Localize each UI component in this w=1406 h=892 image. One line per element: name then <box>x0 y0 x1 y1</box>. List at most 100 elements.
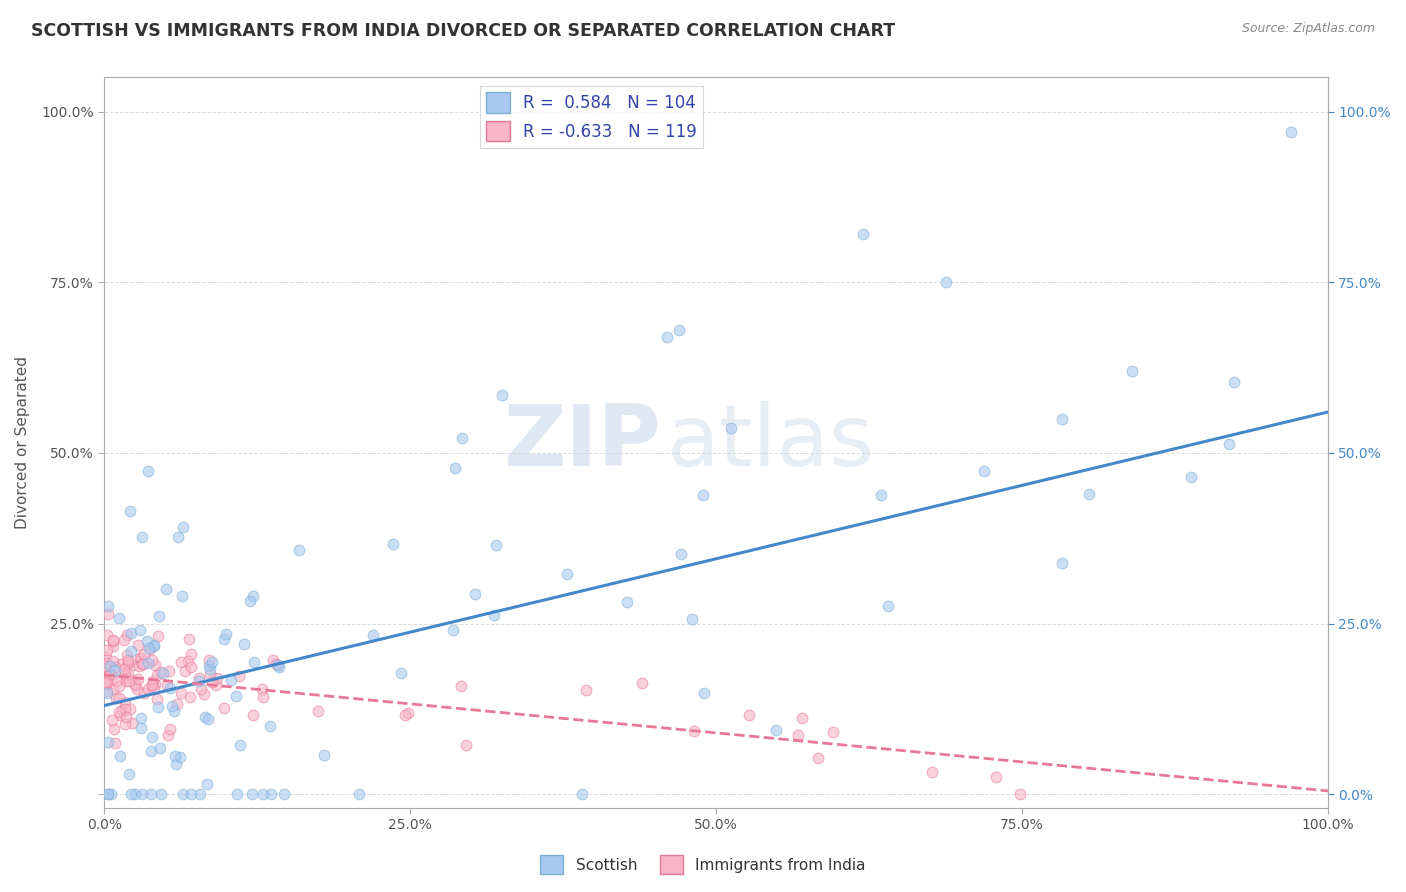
Point <box>131 657 153 671</box>
Point <box>394 707 416 722</box>
Point <box>118 674 141 689</box>
Point <box>94 677 117 691</box>
Point <box>1050 412 1073 426</box>
Point <box>96 656 118 670</box>
Point <box>157 664 180 678</box>
Point <box>575 683 598 698</box>
Point <box>129 651 152 665</box>
Point <box>120 626 142 640</box>
Point <box>571 788 593 802</box>
Text: ZIP: ZIP <box>503 401 661 484</box>
Point <box>150 788 173 802</box>
Point <box>692 488 714 502</box>
Point <box>669 547 692 561</box>
Point <box>441 623 464 637</box>
Point <box>252 788 274 802</box>
Point <box>179 690 201 705</box>
Point <box>190 681 212 696</box>
Point <box>115 670 138 684</box>
Point <box>111 703 134 717</box>
Point <box>127 681 149 696</box>
Point <box>260 788 283 802</box>
Point <box>97 599 120 613</box>
Point <box>141 678 163 692</box>
Point <box>129 651 152 665</box>
Point <box>229 738 252 752</box>
Point <box>141 730 163 744</box>
Point <box>219 673 242 688</box>
Point <box>200 655 222 669</box>
Point <box>96 684 118 698</box>
Point <box>112 632 135 647</box>
Point <box>145 692 167 706</box>
Point <box>110 657 132 672</box>
Point <box>101 655 124 669</box>
Point <box>129 711 152 725</box>
Point <box>98 667 121 681</box>
Point <box>108 749 131 764</box>
Point <box>117 653 139 667</box>
Point <box>148 609 170 624</box>
Point <box>96 675 118 690</box>
Point <box>114 674 136 689</box>
Legend: R =  0.584   N = 104, R = -0.633   N = 119: R = 0.584 N = 104, R = -0.633 N = 119 <box>479 86 703 148</box>
Point <box>146 668 169 682</box>
Point <box>198 667 221 681</box>
Point <box>136 656 159 670</box>
Point <box>226 788 249 802</box>
Point <box>97 607 120 621</box>
Point <box>101 632 124 647</box>
Point <box>131 788 153 802</box>
Point <box>252 690 274 704</box>
Point <box>177 632 200 647</box>
Point <box>242 708 264 723</box>
Point <box>720 421 742 435</box>
Text: Source: ZipAtlas.com: Source: ZipAtlas.com <box>1241 22 1375 36</box>
Point <box>108 705 131 719</box>
Point <box>655 330 678 344</box>
Point <box>96 643 118 657</box>
Point <box>225 689 247 703</box>
Point <box>616 595 638 609</box>
Point <box>198 653 221 667</box>
Point <box>146 699 169 714</box>
Point <box>155 582 177 596</box>
Point <box>114 668 136 682</box>
Point <box>100 788 122 802</box>
Point <box>93 665 115 680</box>
Point <box>104 664 127 678</box>
Point <box>212 632 235 646</box>
Point <box>141 678 163 692</box>
Point <box>131 530 153 544</box>
Point <box>555 566 578 581</box>
Point <box>159 722 181 736</box>
Point <box>97 788 120 802</box>
Point <box>451 431 474 445</box>
Point <box>105 691 128 706</box>
Point <box>138 640 160 655</box>
Point <box>129 623 152 637</box>
Point <box>1223 376 1246 390</box>
Point <box>141 744 163 758</box>
Point <box>267 657 290 672</box>
Point <box>101 714 124 728</box>
Point <box>389 665 412 680</box>
Point <box>145 658 167 673</box>
Point <box>738 708 761 723</box>
Point <box>921 765 943 780</box>
Point <box>124 676 146 690</box>
Point <box>141 652 163 666</box>
Point <box>159 681 181 696</box>
Point <box>240 788 263 802</box>
Point <box>124 678 146 692</box>
Point <box>172 589 194 603</box>
Point <box>117 667 139 681</box>
Point <box>262 652 284 666</box>
Point <box>120 788 142 802</box>
Point <box>790 711 813 725</box>
Point <box>115 710 138 724</box>
Point <box>101 682 124 697</box>
Point <box>97 788 120 802</box>
Point <box>166 530 188 544</box>
Point <box>681 612 703 626</box>
